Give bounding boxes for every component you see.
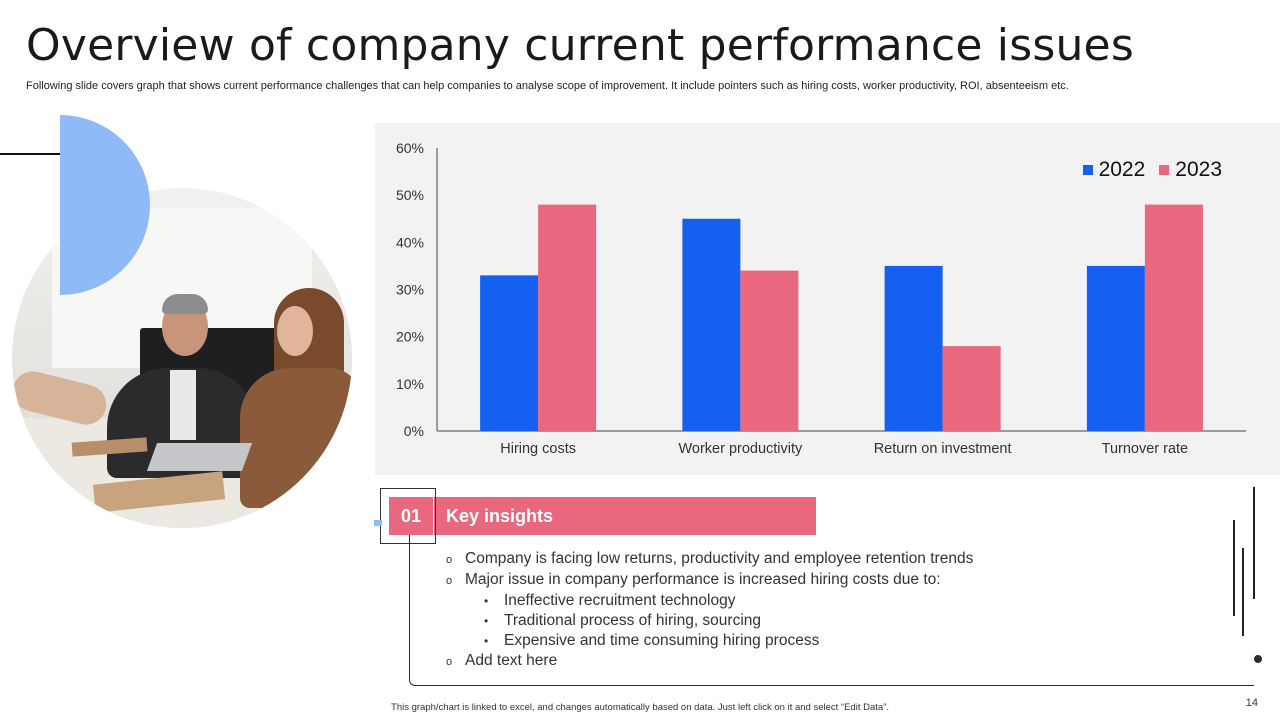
list-item-text: Company is facing low returns, productiv…: [465, 550, 974, 567]
sub-list-item: • Traditional process of hiring, sourcin…: [446, 611, 973, 631]
sub-list-item: • Expensive and time consuming hiring pr…: [446, 631, 973, 651]
photo-man-shirt: [170, 370, 196, 440]
sub-list-item-text: Expensive and time consuming hiring proc…: [504, 632, 820, 649]
deco-vertical-line: [1242, 548, 1244, 636]
sub-list-bullet: •: [484, 594, 489, 608]
list-item: o Major issue in company performance is …: [446, 570, 973, 591]
accent-line: [0, 153, 100, 155]
insights-list: o Company is facing low returns, product…: [446, 549, 973, 672]
header-divider: [433, 497, 434, 535]
y-tick-label: 0%: [404, 423, 424, 439]
bar-2023: [538, 204, 597, 431]
meeting-photo: [12, 188, 352, 528]
list-bullet: o: [446, 656, 453, 668]
bar-2023: [1144, 204, 1203, 431]
deco-dot: [374, 520, 382, 526]
y-tick-label: 40%: [396, 234, 424, 250]
x-tick-label: Turnover rate: [1102, 441, 1189, 457]
legend-label-2023: 2023: [1175, 158, 1222, 181]
y-tick-label: 30%: [396, 282, 424, 298]
list-bullet: o: [446, 575, 453, 587]
y-tick-label: 60%: [396, 140, 424, 156]
insight-heading: Key insights: [446, 505, 554, 526]
list-item: o Company is facing low returns, product…: [446, 549, 973, 570]
list-item: o Add text here: [446, 651, 973, 672]
x-tick-label: Worker productivity: [678, 441, 803, 457]
slide-title: Overview of company current performance …: [26, 20, 1134, 71]
bar-2023: [942, 346, 1001, 431]
list-bullet: o: [446, 554, 453, 566]
legend-swatch-2022: [1082, 165, 1093, 175]
page-number: 14: [1245, 697, 1258, 709]
bar-2022: [1086, 265, 1145, 431]
photo-woman-body: [240, 368, 352, 508]
bar-2022: [480, 275, 539, 431]
deco-vertical-line: [1233, 520, 1235, 616]
y-tick-label: 50%: [396, 187, 424, 203]
photo-laptop: [146, 443, 253, 471]
sub-list-item-text: Traditional process of hiring, sourcing: [504, 612, 762, 629]
legend-item-2023: 2023: [1159, 158, 1222, 182]
deco-vertical-line: [1253, 487, 1255, 599]
chart-legend: 2022 2023: [1082, 158, 1222, 182]
number-frame: [380, 488, 436, 544]
insights-frame: [409, 533, 1254, 686]
legend-label-2022: 2022: [1098, 158, 1146, 181]
y-tick-label: 10%: [396, 376, 424, 392]
photo-woman-face: [277, 306, 313, 356]
legend-swatch-2023: [1159, 165, 1170, 175]
footer-note: This graph/chart is linked to excel, and…: [391, 702, 889, 713]
bar-chart: 0% 10% 20% 30% 40% 50% 60% Hiring costs Worker p…: [396, 140, 1246, 457]
slide-subtitle: Following slide covers graph that shows …: [26, 80, 1069, 92]
x-tick-label: Hiring costs: [500, 441, 576, 457]
list-item-text: Major issue in company performance is in…: [465, 571, 941, 588]
y-tick-label: 20%: [396, 329, 424, 345]
list-item-text: Add text here: [465, 652, 558, 669]
photo-man-hair: [162, 294, 208, 314]
sub-list-bullet: •: [484, 634, 489, 648]
sub-list-bullet: •: [484, 614, 489, 628]
legend-item-2022: 2022: [1082, 158, 1146, 182]
chart-panel[interactable]: 0% 10% 20% 30% 40% 50% 60% Hiring costs Worker p…: [375, 123, 1280, 475]
sub-list-item-text: Ineffective recruitment technology: [504, 592, 736, 609]
insight-number: 01: [400, 505, 422, 526]
key-insights-header: 01 Key insights: [389, 497, 816, 535]
bar-2022: [682, 218, 741, 431]
x-tick-label: Return on investment: [874, 441, 1012, 457]
deco-end-dot: [1254, 655, 1262, 663]
bar-2022: [884, 265, 943, 431]
bar-2023: [740, 270, 799, 431]
sub-list-item: • Ineffective recruitment technology: [446, 591, 973, 611]
